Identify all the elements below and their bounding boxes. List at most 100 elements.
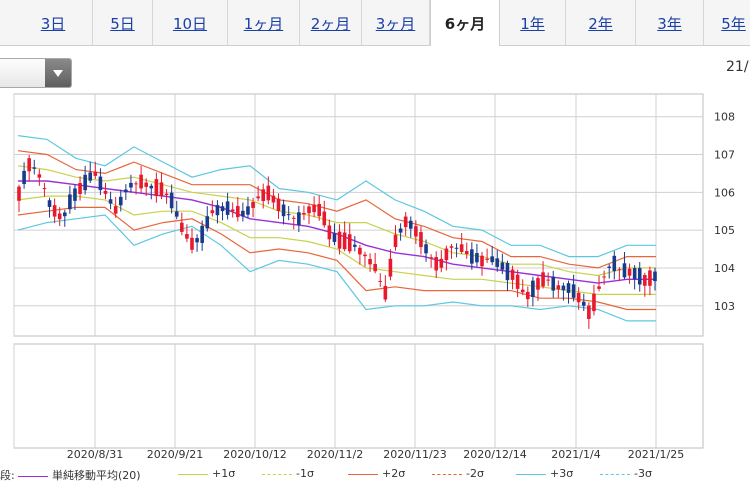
x-tick-label: 2020/9/21 xyxy=(147,448,203,461)
legend-item-3: +2σ xyxy=(348,467,405,480)
legend-label: +1σ xyxy=(212,467,236,480)
candle-body xyxy=(174,211,179,217)
legend-swatch xyxy=(432,473,462,475)
candle-body xyxy=(266,185,271,201)
chart-legend: 段: 単純移動平均(20) +1σ -1σ +2σ -2σ +3σ -3σ xyxy=(0,465,750,485)
candle-body xyxy=(139,174,143,189)
candle-body xyxy=(78,183,82,195)
candle-body xyxy=(520,289,525,293)
x-tick-label: 2020/8/31 xyxy=(67,448,123,461)
candle-body xyxy=(419,232,423,248)
tab-period-10[interactable]: 5年 xyxy=(704,0,750,45)
candle-body xyxy=(454,247,459,249)
x-tick-label: 2020/12/14 xyxy=(463,448,526,461)
tab-period-4[interactable]: 2ヶ月 xyxy=(300,0,362,45)
candle-body xyxy=(403,216,408,228)
candle-body xyxy=(47,200,52,207)
candle-body xyxy=(27,158,31,172)
x-tick-label: 2020/11/2 xyxy=(307,448,363,461)
candle-body xyxy=(317,203,321,217)
candle-body xyxy=(251,202,255,208)
candle-body xyxy=(144,182,148,187)
candle-body xyxy=(169,192,174,209)
y-tick-label: 104 xyxy=(714,262,735,275)
candle-body xyxy=(113,206,118,214)
candle-body xyxy=(62,212,67,217)
candle-body xyxy=(495,258,500,267)
candle-body xyxy=(129,182,133,188)
tab-period-0[interactable]: 3日 xyxy=(14,0,93,45)
candle-body xyxy=(22,170,26,185)
y-tick-label: 103 xyxy=(714,300,735,313)
tab-period-1[interactable]: 5日 xyxy=(93,0,153,45)
tab-period-6[interactable]: 6ヶ月 xyxy=(430,0,500,46)
legend-item-2: -1σ xyxy=(262,467,314,480)
band-line-2 xyxy=(17,195,656,295)
y-tick-label: 106 xyxy=(714,186,735,199)
candle-body xyxy=(108,199,113,204)
candle-body xyxy=(88,172,93,181)
candle-body xyxy=(648,270,652,286)
x-tick-label: 2020/10/12 xyxy=(223,448,286,461)
candle-body xyxy=(149,185,154,189)
candle-body xyxy=(424,244,428,254)
candle-body xyxy=(566,283,571,293)
tab-period-5[interactable]: 3ヶ月 xyxy=(362,0,430,45)
candle-body xyxy=(510,269,515,280)
candle-body xyxy=(500,262,505,270)
candle-body xyxy=(230,209,235,212)
candle-body xyxy=(388,258,393,277)
candle-body xyxy=(546,279,550,281)
candle-body xyxy=(587,305,591,319)
legend-item-5: +3σ xyxy=(516,467,573,480)
candle-body xyxy=(103,190,108,194)
candle-body xyxy=(42,188,47,190)
legend-swatch xyxy=(262,473,292,475)
legend-item-0: 単純移動平均(20) xyxy=(18,467,141,483)
candle-body xyxy=(307,206,311,214)
candle-body xyxy=(571,284,576,298)
legend-item-1: +1σ xyxy=(178,467,235,480)
candle-body xyxy=(159,182,164,196)
dropdown-arrow-button[interactable] xyxy=(45,59,71,87)
candle-body xyxy=(83,174,87,191)
candle-body xyxy=(398,228,403,233)
candle-body xyxy=(414,226,418,237)
price-panel xyxy=(13,93,704,337)
legend-swatch xyxy=(516,473,546,475)
tab-period-9[interactable]: 3年 xyxy=(636,0,704,45)
candle-body xyxy=(164,193,169,196)
candle-body xyxy=(190,237,194,250)
legend-item-6: -3σ xyxy=(600,467,652,480)
chart-type-dropdown[interactable] xyxy=(0,58,72,88)
candle-body xyxy=(271,195,276,203)
y-tick-label: 108 xyxy=(714,111,735,124)
tab-period-2[interactable]: 10日 xyxy=(153,0,228,45)
candle-body xyxy=(597,286,601,289)
legend-label: +3σ xyxy=(550,467,574,480)
candle-body xyxy=(383,285,388,300)
x-tick-label: 2021/1/25 xyxy=(628,448,684,461)
candle-body xyxy=(52,205,57,217)
candle-body xyxy=(373,264,377,272)
legend-label: +2σ xyxy=(382,467,406,480)
candle-body xyxy=(581,301,586,306)
candle-body xyxy=(195,238,199,243)
candle-body xyxy=(32,167,37,169)
tab-period-7[interactable]: 1年 xyxy=(500,0,566,45)
tab-period-8[interactable]: 2年 xyxy=(566,0,636,45)
candle-body xyxy=(68,194,72,210)
tab-period-3[interactable]: 1ヶ月 xyxy=(228,0,300,45)
candle-body xyxy=(576,292,581,303)
candle-body xyxy=(643,275,647,286)
candle-body xyxy=(444,248,449,261)
candle-body xyxy=(541,272,545,287)
candle-body xyxy=(205,216,210,229)
candle-body xyxy=(536,278,540,290)
candle-body xyxy=(17,186,21,201)
candle-body xyxy=(256,196,260,199)
candle-body xyxy=(57,213,62,220)
candle-body xyxy=(475,253,479,263)
candle-body xyxy=(312,204,316,213)
candle-body xyxy=(154,179,159,197)
